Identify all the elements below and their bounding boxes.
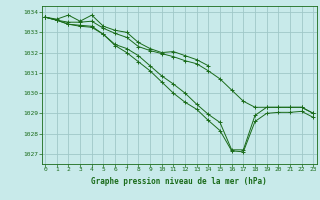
- X-axis label: Graphe pression niveau de la mer (hPa): Graphe pression niveau de la mer (hPa): [91, 177, 267, 186]
